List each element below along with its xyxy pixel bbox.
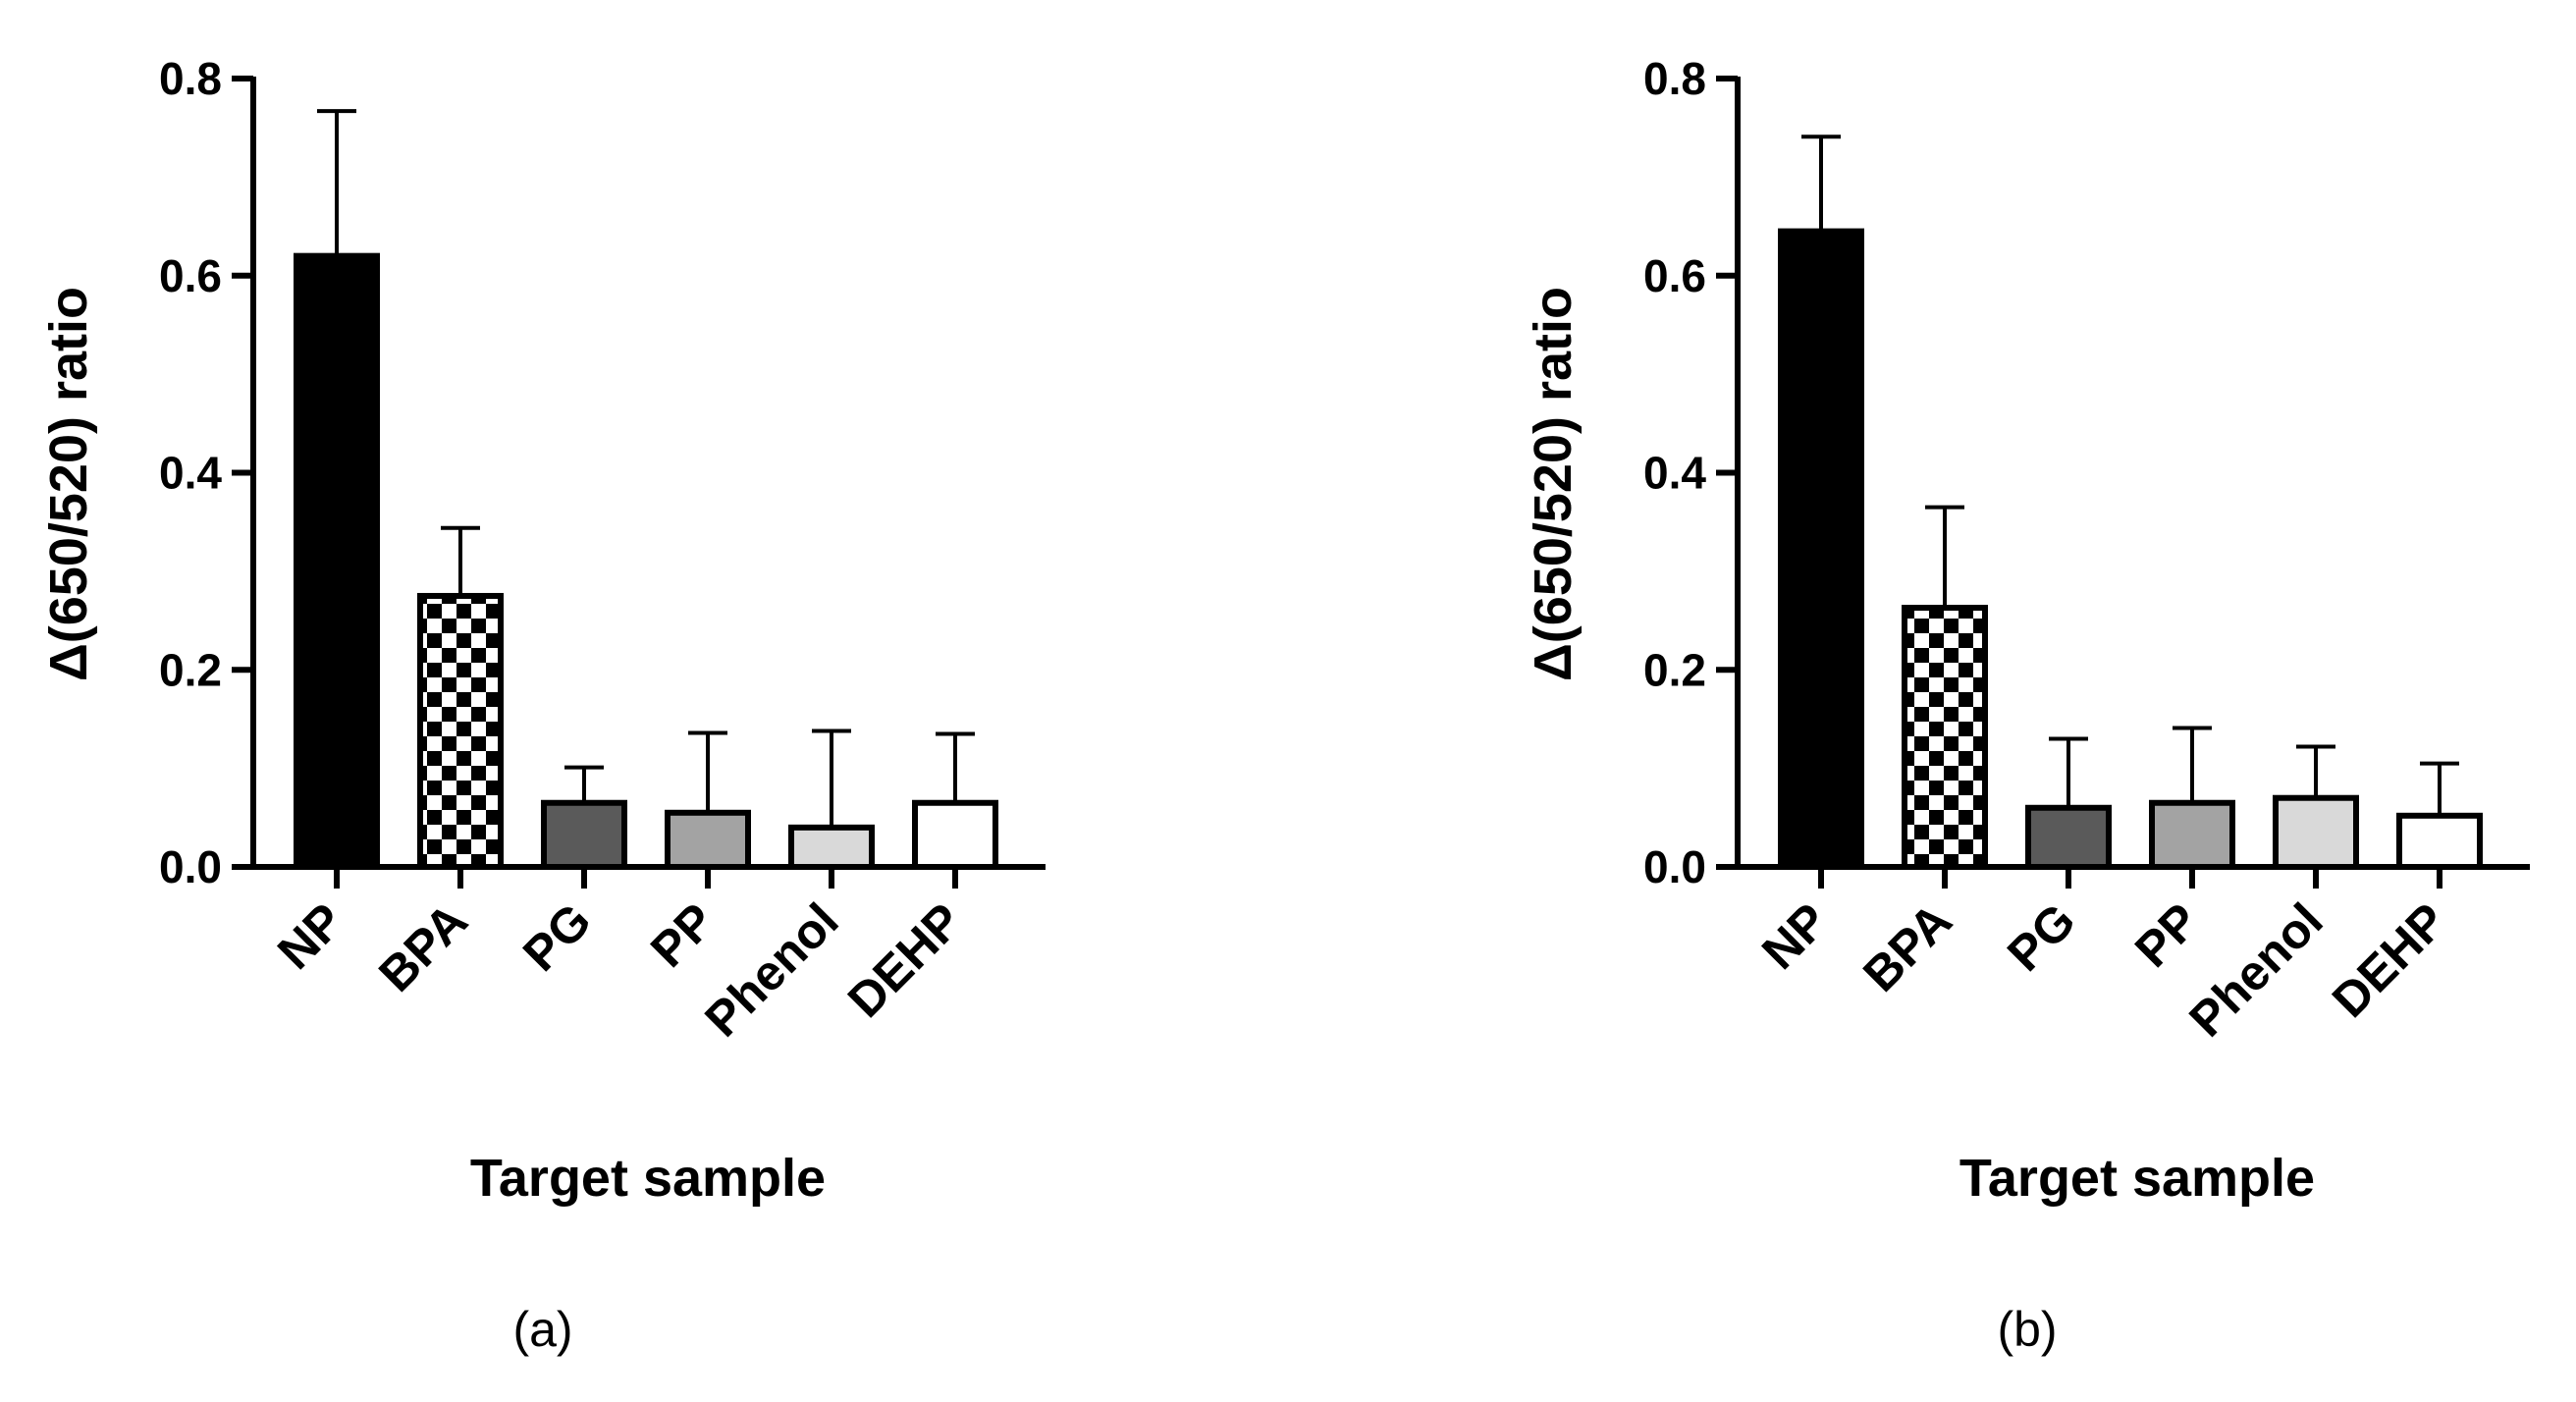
y-tick-label: 0.2 [1643, 644, 1706, 695]
y-tick-label: 0.8 [1643, 53, 1706, 104]
x-tick-label: PG [512, 892, 602, 982]
x-tick-label: DEHP [837, 892, 973, 1028]
x-tick-label: Phenol [694, 892, 848, 1047]
x-tick-label: PP [2124, 892, 2210, 978]
bar [294, 252, 380, 870]
bar [1902, 605, 1988, 870]
y-tick-label: 0.8 [159, 53, 222, 104]
bar [1778, 228, 1864, 871]
x-tick-label: NP [1751, 892, 1839, 980]
bar [2273, 794, 2359, 870]
y-tick-label: 0.0 [159, 841, 222, 892]
x-axis-title: Target sample [1959, 1149, 2315, 1208]
panel-label: (b) [1997, 1302, 2057, 1357]
x-tick-label: Phenol [2178, 892, 2333, 1047]
bar [2396, 812, 2483, 870]
x-tick-label: PP [640, 892, 725, 978]
x-tick-label: DEHP [2322, 892, 2457, 1028]
bar [665, 809, 751, 871]
y-tick-label: 0.4 [159, 448, 222, 499]
x-axis-title: Target sample [470, 1149, 826, 1208]
y-tick-label: 0.6 [1643, 250, 1706, 301]
x-tick-label: BPA [1852, 892, 1962, 1002]
x-tick-label: BPA [368, 892, 478, 1002]
x-tick-label: PG [1997, 892, 2086, 982]
y-axis-title: Δ(650/520) ratio [1524, 287, 1583, 681]
bar [2025, 804, 2112, 871]
bar [912, 799, 998, 870]
bar [788, 824, 875, 870]
y-tick-label: 0.6 [159, 250, 222, 301]
bar [541, 799, 627, 870]
chart-panel-b: Δ(650/520) ratio Target sample (b) 0.0 0.… [1524, 53, 2530, 1357]
y-tick-label: 0.0 [1643, 841, 1706, 892]
x-tick-label: NP [267, 892, 354, 980]
y-tick-label: 0.2 [159, 644, 222, 695]
y-axis-title: Δ(650/520) ratio [39, 287, 98, 681]
panel-label: (a) [512, 1302, 572, 1357]
y-tick-label: 0.4 [1643, 448, 1706, 499]
chart-panel-a: Δ(650/520) ratio Target sample (a) 0.0 0.… [39, 53, 1046, 1357]
bar [417, 592, 504, 870]
bar [2149, 799, 2235, 870]
